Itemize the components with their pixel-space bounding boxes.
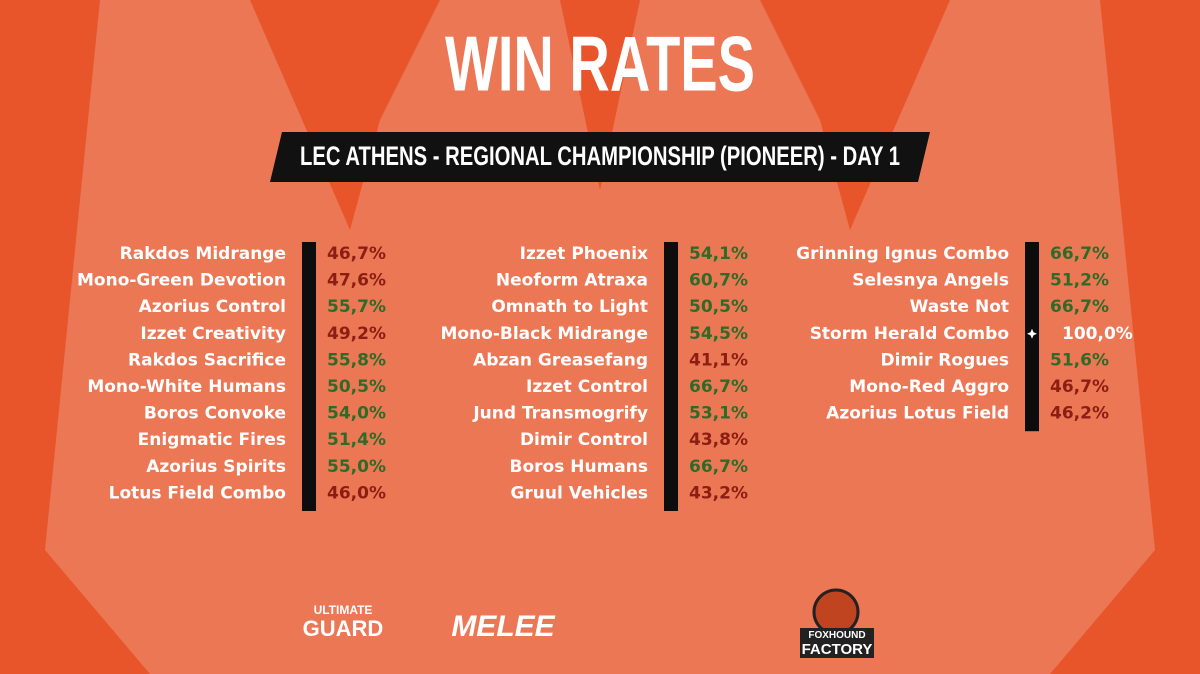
win-rate: 43,8%: [689, 430, 748, 450]
sponsor-text: FOXHOUND: [808, 630, 865, 641]
win-rate: 55,0%: [327, 457, 386, 477]
title: WIN RATES: [445, 20, 755, 108]
deck-name: Mono-White Humans: [87, 377, 286, 397]
deck-name: Neoform Atraxa: [496, 271, 648, 291]
win-rate: 66,7%: [689, 457, 748, 477]
deck-name: Enigmatic Fires: [138, 430, 286, 450]
deck-name: Dimir Rogues: [881, 350, 1009, 370]
deck-name: Lotus Field Combo: [109, 483, 286, 503]
deck-name: Selesnya Angels: [852, 271, 1009, 291]
win-rate: 51,2%: [1050, 271, 1109, 291]
win-rate: 60,7%: [689, 271, 748, 291]
deck-name: Rakdos Midrange: [120, 244, 286, 264]
deck-name: Jund Transmogrify: [472, 404, 648, 424]
deck-name: Grinning Ignus Combo: [796, 244, 1009, 264]
win-rate: 46,2%: [1050, 404, 1109, 424]
sponsor-text: GUARD: [303, 616, 384, 641]
win-rate: 54,5%: [689, 324, 748, 344]
win-rate: 50,5%: [327, 377, 386, 397]
star-icon: [1027, 328, 1037, 339]
win-rate-table: Rakdos Midrange 46,7% Mono-Green Devotion 4…: [77, 242, 1133, 511]
deck-name: Gruul Vehicles: [510, 483, 648, 503]
deck-name: Omnath to Light: [491, 297, 648, 317]
deck-name: Dimir Control: [520, 430, 648, 450]
win-rate: 66,7%: [1050, 297, 1109, 317]
win-rate: 66,7%: [689, 377, 748, 397]
deck-name: Azorius Control: [139, 297, 286, 317]
win-rate: 51,4%: [327, 430, 386, 450]
deck-name: Abzan Greasefang: [473, 350, 648, 370]
deck-name: Mono-Black Midrange: [440, 324, 648, 344]
deck-name: Waste Not: [910, 297, 1009, 317]
deck-name: Storm Herald Combo: [810, 324, 1009, 344]
win-rate: 41,1%: [689, 350, 748, 370]
win-rate: 55,7%: [327, 297, 386, 317]
deck-name: Boros Humans: [510, 457, 648, 477]
win-rate: 46,7%: [327, 244, 386, 264]
win-rate: 43,2%: [689, 483, 748, 503]
divider-bar: [302, 242, 316, 511]
deck-name: Boros Convoke: [144, 404, 286, 424]
subtitle-banner: [270, 132, 930, 182]
win-rate: 46,7%: [1050, 377, 1109, 397]
win-rate: 50,5%: [689, 297, 748, 317]
sponsor-text: FACTORY: [802, 641, 873, 658]
deck-name: Azorius Spirits: [146, 457, 286, 477]
deck-name: Azorius Lotus Field: [826, 404, 1009, 424]
win-rate: 54,1%: [689, 244, 748, 264]
win-rate: 100,0%: [1062, 324, 1133, 344]
deck-name: Mono-Green Devotion: [77, 271, 286, 291]
deck-name: Mono-Red Aggro: [849, 377, 1009, 397]
deck-name: Izzet Phoenix: [520, 244, 648, 264]
win-rate: 53,1%: [689, 404, 748, 424]
win-rate: 51,6%: [1050, 350, 1109, 370]
sponsor-melee: MELEE: [451, 610, 555, 643]
fox-logo-plate: [800, 628, 874, 658]
win-rate: 46,0%: [327, 483, 386, 503]
deck-name: Rakdos Sacrifice: [128, 350, 286, 370]
win-rate: 54,0%: [327, 404, 386, 424]
deck-name: Izzet Creativity: [140, 324, 286, 344]
sponsor-foxhound: FOXHOUND FACTORY: [800, 588, 874, 658]
deck-name: Izzet Control: [526, 377, 648, 397]
fox-logo: [812, 588, 860, 636]
subtitle: LEC ATHENS - REGIONAL CHAMPIONSHIP (PION…: [300, 141, 900, 171]
sponsor-text: ULTIMATE: [314, 603, 373, 617]
win-rate: 66,7%: [1050, 244, 1109, 264]
sponsor-ultimate-guard: ULTIMATE GUARD: [303, 603, 384, 641]
win-rate: 55,8%: [327, 350, 386, 370]
divider-bar: [664, 242, 678, 511]
win-rate: 49,2%: [327, 324, 386, 344]
win-rate: 47,6%: [327, 271, 386, 291]
